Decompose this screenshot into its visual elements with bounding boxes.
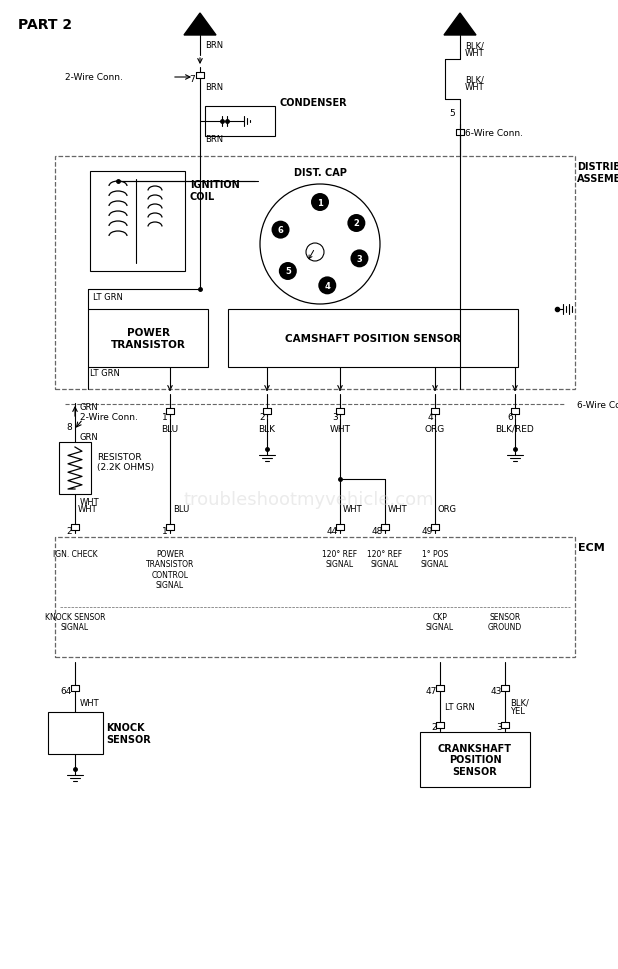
Text: WHT: WHT bbox=[78, 505, 98, 514]
Circle shape bbox=[279, 263, 297, 281]
Text: 1: 1 bbox=[317, 199, 323, 207]
Text: LT GRN: LT GRN bbox=[445, 702, 475, 711]
Text: ORG: ORG bbox=[438, 505, 457, 514]
Text: 3: 3 bbox=[496, 723, 502, 732]
Text: troubleshootmyvehicle.com: troubleshootmyvehicle.com bbox=[184, 490, 434, 509]
Text: GRN: GRN bbox=[80, 433, 99, 442]
Text: CRANKSHAFT
POSITION
SENSOR: CRANKSHAFT POSITION SENSOR bbox=[438, 743, 512, 776]
Text: 2: 2 bbox=[431, 723, 437, 732]
Text: WHT: WHT bbox=[465, 83, 485, 92]
Text: WHT: WHT bbox=[388, 505, 408, 514]
Text: 3: 3 bbox=[357, 255, 362, 264]
Text: 6-Wire Conn.: 6-Wire Conn. bbox=[465, 128, 523, 138]
FancyBboxPatch shape bbox=[48, 712, 103, 754]
Text: WHT: WHT bbox=[465, 49, 485, 58]
Text: 1° POS
SIGNAL: 1° POS SIGNAL bbox=[421, 549, 449, 569]
FancyBboxPatch shape bbox=[205, 107, 275, 137]
Text: 2-Wire Conn.: 2-Wire Conn. bbox=[80, 413, 138, 422]
FancyBboxPatch shape bbox=[420, 733, 530, 787]
Text: WHT: WHT bbox=[80, 698, 99, 706]
Text: BLU: BLU bbox=[173, 505, 189, 514]
Bar bbox=[55, 538, 575, 657]
Circle shape bbox=[350, 250, 368, 268]
Text: B: B bbox=[455, 19, 465, 33]
Text: ECM: ECM bbox=[578, 543, 605, 552]
Text: 4: 4 bbox=[324, 282, 330, 291]
Text: KNOCK
SENSOR: KNOCK SENSOR bbox=[106, 723, 151, 744]
Text: 1: 1 bbox=[163, 527, 168, 536]
Text: IGN. CHECK: IGN. CHECK bbox=[53, 549, 97, 558]
Text: SENSOR
GROUND: SENSOR GROUND bbox=[488, 612, 522, 632]
Text: 2: 2 bbox=[260, 412, 265, 422]
Text: BLK: BLK bbox=[258, 424, 276, 433]
FancyBboxPatch shape bbox=[88, 310, 208, 367]
Text: 47: 47 bbox=[426, 686, 437, 695]
Text: WHT: WHT bbox=[343, 505, 363, 514]
Text: 2: 2 bbox=[353, 219, 359, 229]
Text: 48: 48 bbox=[371, 527, 383, 536]
Text: CAMSHAFT POSITION SENSOR: CAMSHAFT POSITION SENSOR bbox=[285, 333, 461, 344]
Text: POWER
TRANSISTOR
CONTROL
SIGNAL: POWER TRANSISTOR CONTROL SIGNAL bbox=[146, 549, 194, 589]
Circle shape bbox=[318, 277, 336, 295]
Text: 6-Wire Conn.: 6-Wire Conn. bbox=[577, 400, 618, 409]
Text: BLU: BLU bbox=[161, 424, 179, 433]
Text: 6: 6 bbox=[277, 226, 284, 234]
Text: 7: 7 bbox=[189, 76, 195, 84]
Circle shape bbox=[306, 244, 324, 262]
Text: KNOCK SENSOR
SIGNAL: KNOCK SENSOR SIGNAL bbox=[44, 612, 105, 632]
Text: 5: 5 bbox=[449, 109, 455, 118]
Text: BLK/: BLK/ bbox=[510, 698, 529, 706]
Text: BLK/: BLK/ bbox=[465, 76, 484, 84]
Text: BLK/: BLK/ bbox=[465, 42, 484, 50]
Circle shape bbox=[271, 221, 289, 239]
Text: LT GRN: LT GRN bbox=[90, 368, 120, 377]
Text: 8: 8 bbox=[66, 422, 72, 431]
Text: RESISTOR
(2.2K OHMS): RESISTOR (2.2K OHMS) bbox=[97, 453, 154, 472]
Text: 6: 6 bbox=[507, 412, 513, 422]
Text: DIST. CAP: DIST. CAP bbox=[294, 168, 347, 178]
FancyBboxPatch shape bbox=[90, 172, 185, 271]
Polygon shape bbox=[444, 14, 476, 36]
FancyBboxPatch shape bbox=[59, 443, 91, 494]
Text: WHT: WHT bbox=[80, 498, 99, 507]
Text: CKP
SIGNAL: CKP SIGNAL bbox=[426, 612, 454, 632]
Text: 120° REF
SIGNAL: 120° REF SIGNAL bbox=[323, 549, 358, 569]
Circle shape bbox=[347, 215, 365, 233]
Text: 2: 2 bbox=[66, 527, 72, 536]
Text: IGNITION
COIL: IGNITION COIL bbox=[190, 180, 240, 202]
Text: LT GRN: LT GRN bbox=[93, 293, 123, 301]
Text: 120° REF
SIGNAL: 120° REF SIGNAL bbox=[368, 549, 402, 569]
Bar bbox=[55, 157, 575, 390]
Circle shape bbox=[311, 194, 329, 212]
Text: A: A bbox=[195, 19, 205, 33]
Text: CONDENSER: CONDENSER bbox=[280, 98, 347, 108]
Text: BRN: BRN bbox=[205, 136, 223, 144]
Text: BLK/RED: BLK/RED bbox=[496, 424, 535, 433]
FancyBboxPatch shape bbox=[228, 310, 518, 367]
Text: 3: 3 bbox=[332, 412, 338, 422]
Text: 49: 49 bbox=[421, 527, 433, 536]
Text: PART 2: PART 2 bbox=[18, 18, 72, 32]
Text: 44: 44 bbox=[327, 527, 338, 536]
Text: 5: 5 bbox=[285, 267, 290, 276]
Text: WHT: WHT bbox=[329, 424, 350, 433]
Text: YEL: YEL bbox=[510, 705, 525, 715]
Text: 4: 4 bbox=[428, 412, 433, 422]
Text: DISTRIBUTOR
ASSEMBLY: DISTRIBUTOR ASSEMBLY bbox=[577, 162, 618, 183]
Text: GRN: GRN bbox=[80, 402, 99, 411]
Text: ORG: ORG bbox=[425, 424, 445, 433]
Text: 64: 64 bbox=[61, 686, 72, 695]
Text: BRN: BRN bbox=[205, 83, 223, 92]
Text: POWER
TRANSISTOR: POWER TRANSISTOR bbox=[111, 328, 185, 350]
Text: BRN: BRN bbox=[205, 42, 223, 50]
Text: 43: 43 bbox=[491, 686, 502, 695]
Text: 1: 1 bbox=[163, 412, 168, 422]
Text: 2-Wire Conn.: 2-Wire Conn. bbox=[65, 74, 123, 82]
Polygon shape bbox=[184, 14, 216, 36]
